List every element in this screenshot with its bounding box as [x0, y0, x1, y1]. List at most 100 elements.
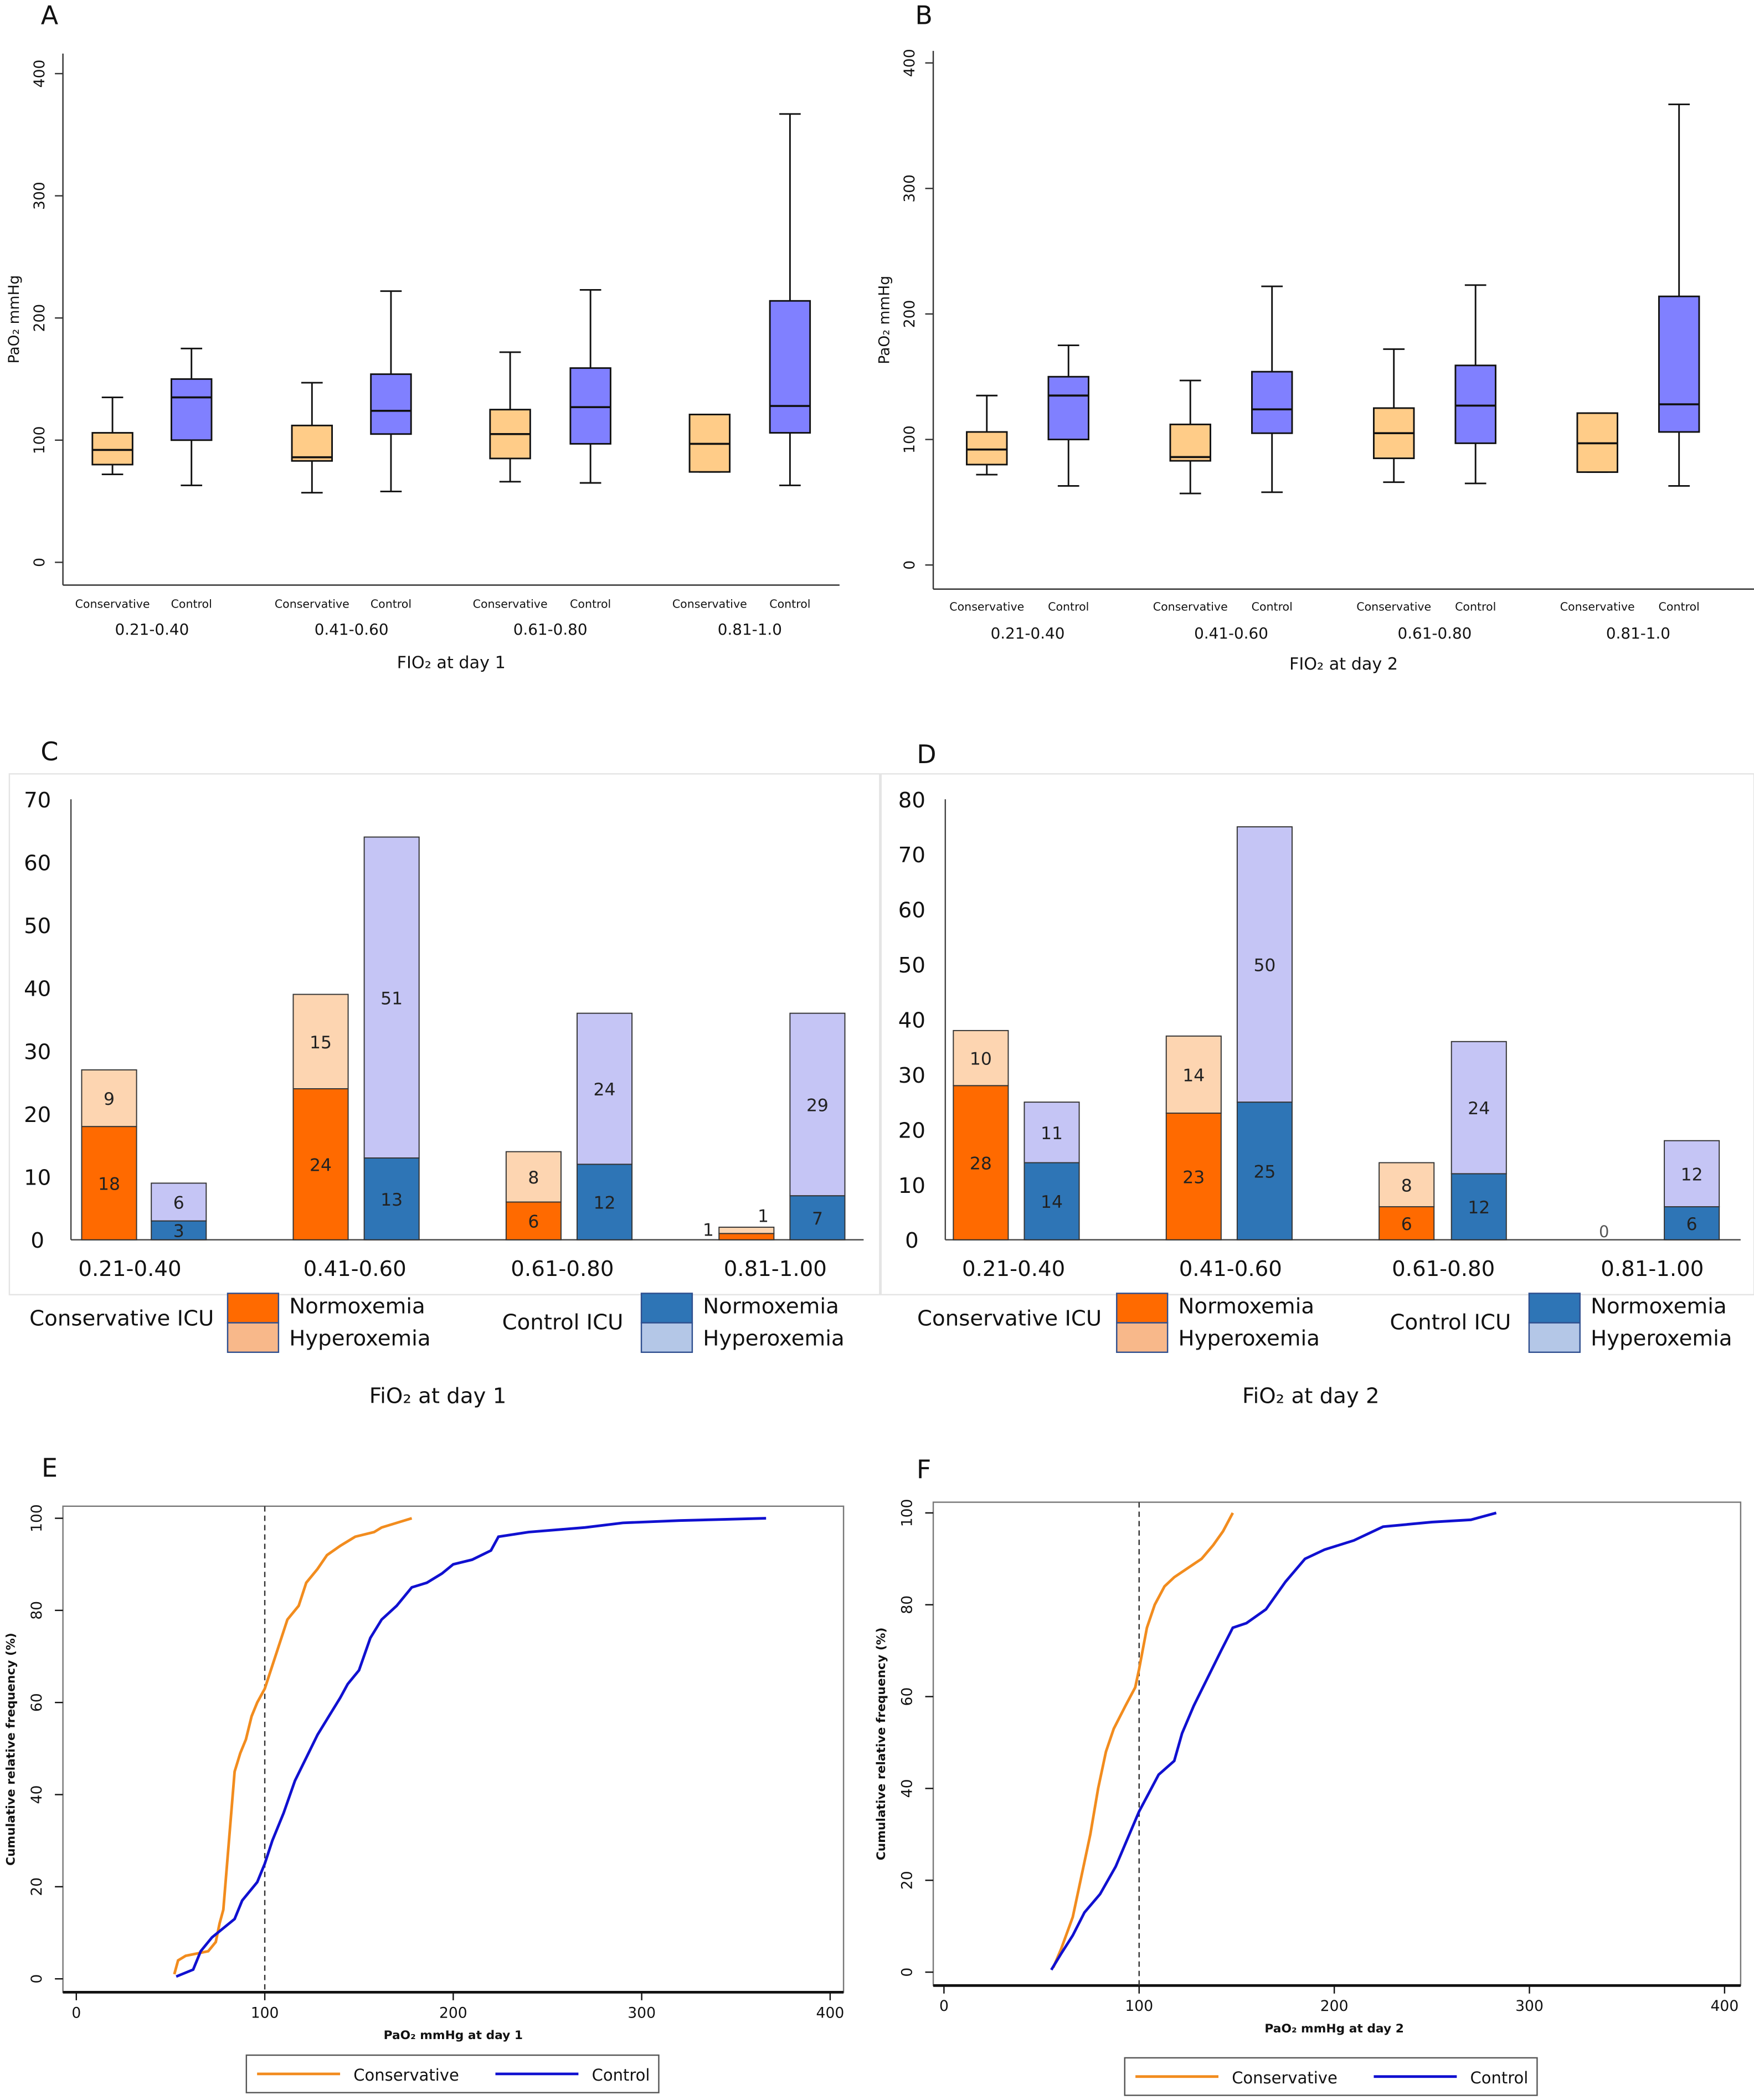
category-label: 0.21-0.40 — [962, 1257, 1065, 1281]
y-tick-label: 20 — [898, 1118, 925, 1143]
series-label: Control — [769, 598, 810, 611]
y-tick-label: 300 — [31, 182, 48, 210]
series-label: Conservative — [1153, 600, 1228, 613]
legend-group-control: Control ICU — [1390, 1310, 1511, 1335]
y-tick-label: 40 — [898, 1008, 925, 1033]
x-tick-label: 0 — [71, 2004, 81, 2021]
series-label: Conservative — [949, 600, 1024, 613]
panel-label-d: D — [917, 739, 936, 769]
bar-segment-hyperoxemia — [953, 1030, 1009, 1087]
data-label: 6 — [528, 1212, 539, 1232]
group-label: 0.21-0.40 — [991, 624, 1065, 642]
category-label: 0.41-0.60 — [1179, 1257, 1282, 1281]
bar-segment-normoxemia — [505, 1201, 562, 1241]
legend-label-control: Control — [592, 2066, 650, 2084]
group-label: 0.81-1.0 — [1606, 624, 1670, 642]
x-tick-label: 400 — [816, 2004, 845, 2021]
bar-segment-normoxemia — [1378, 1206, 1435, 1241]
data-label: 23 — [1182, 1167, 1205, 1187]
bar-segment-hyperoxemia — [81, 1069, 137, 1128]
category-label: 0.81-1.00 — [724, 1257, 827, 1281]
y-tick-label: 20 — [28, 1877, 45, 1896]
cdf-line-conservative — [173, 1517, 413, 1975]
y-tick-label: 80 — [28, 1601, 45, 1620]
bar-segment-normoxemia — [363, 1157, 420, 1241]
data-label: 18 — [98, 1175, 120, 1195]
chart-frame — [8, 773, 881, 1296]
y-tick-label: 60 — [28, 1693, 45, 1712]
bar-segment-hyperoxemia — [1165, 1035, 1222, 1114]
category-label: 0.61-0.80 — [1392, 1257, 1495, 1281]
y-tick-label: 0 — [901, 560, 918, 570]
panel-label-c: C — [40, 737, 58, 766]
bar-segment-hyperoxemia — [151, 1182, 207, 1222]
series-label: Control — [1252, 600, 1293, 613]
data-label: 13 — [380, 1190, 403, 1210]
y-tick-label: 60 — [898, 1687, 915, 1706]
series-label: Conservative — [672, 598, 747, 611]
y-tick-label: 40 — [28, 1785, 45, 1804]
y-tick-label: 300 — [901, 174, 918, 203]
y-tick-label: 40 — [24, 977, 51, 1002]
data-label: 12 — [1468, 1198, 1490, 1218]
y-axis-label: Cumulative relative frequency (%) — [4, 1633, 18, 1866]
bar-segment-normoxemia — [953, 1085, 1009, 1241]
y-tick-label: 20 — [898, 1871, 915, 1890]
y-tick-label: 0 — [31, 558, 48, 567]
legend-label-conservative: Conservative — [353, 2066, 459, 2084]
bar-segment-normoxemia — [577, 1164, 633, 1241]
bar-segment-normoxemia — [1664, 1206, 1720, 1241]
panel-label-b: B — [915, 1, 933, 30]
bar-segment-normoxemia — [81, 1126, 137, 1241]
data-label: 50 — [1253, 956, 1275, 976]
x-axis-label: FiO₂ at day 1 — [369, 1384, 507, 1409]
bar-segment-hyperoxemia — [1236, 826, 1293, 1103]
box — [1251, 370, 1293, 434]
y-axis-label: PaO₂ mmHg — [6, 275, 23, 364]
x-tick-label: 300 — [1515, 1998, 1544, 2015]
data-label: 14 — [1182, 1066, 1205, 1086]
legend-group-control: Control ICU — [502, 1310, 624, 1335]
series-label: Control — [1455, 600, 1496, 613]
x-tick-label: 100 — [251, 2004, 279, 2021]
y-tick-label: 70 — [898, 843, 925, 868]
legend-swatch-normoxemia — [1528, 1293, 1581, 1324]
bar-segment-hyperoxemia — [1023, 1102, 1080, 1164]
group-label: 0.81-1.0 — [718, 620, 782, 639]
y-tick-label: 200 — [901, 300, 918, 328]
data-label: 51 — [380, 989, 403, 1008]
box — [769, 300, 811, 434]
y-axis-label: Cumulative relative frequency (%) — [875, 1628, 888, 1861]
bar-segment-hyperoxemia — [292, 994, 349, 1089]
data-label: 25 — [1253, 1162, 1275, 1182]
legend-label-conservative: Conservative — [1232, 2068, 1338, 2087]
legend-label-hyperoxemia: Hyperoxemia — [703, 1326, 844, 1351]
cdf-line-control — [176, 1517, 767, 1978]
bar-segment-hyperoxemia — [505, 1151, 562, 1203]
x-tick-label: 200 — [439, 2004, 467, 2021]
series-label: Control — [570, 598, 611, 611]
cdf-line-control — [1050, 1511, 1497, 1971]
series-label: Conservative — [275, 598, 349, 611]
y-tick-label: 30 — [898, 1063, 925, 1088]
data-label: 8 — [1401, 1176, 1412, 1196]
x-axis-label: PaO₂ mmHg at day 1 — [384, 2029, 523, 2042]
legend-label-hyperoxemia: Hyperoxemia — [1591, 1326, 1732, 1351]
x-tick-label: 400 — [1711, 1998, 1739, 2015]
data-label: 28 — [970, 1154, 992, 1174]
data-label: 6 — [1401, 1214, 1412, 1234]
bar-segment-normoxemia — [1165, 1113, 1222, 1241]
x-axis-label: FiO₂ at day 2 — [1242, 1384, 1380, 1409]
legend-swatch-normoxemia — [227, 1293, 280, 1324]
y-tick-label: 0 — [898, 1968, 915, 1977]
data-label: 9 — [104, 1089, 115, 1109]
data-label: 11 — [1041, 1124, 1063, 1144]
box — [569, 367, 611, 445]
y-tick-label: 50 — [898, 953, 925, 978]
group-label: 0.41-0.60 — [1194, 624, 1268, 642]
legend-label-hyperoxemia: Hyperoxemia — [1178, 1326, 1319, 1351]
data-label: 12 — [1681, 1165, 1703, 1185]
y-tick-label: 20 — [24, 1103, 51, 1128]
legend-swatch-normoxemia — [640, 1293, 693, 1324]
